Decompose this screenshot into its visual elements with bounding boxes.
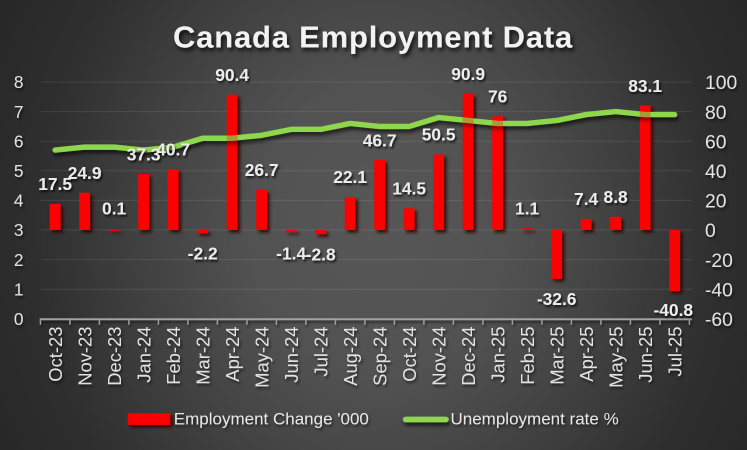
svg-text:46.7: 46.7 (363, 130, 397, 150)
svg-text:1.1: 1.1 (515, 199, 540, 219)
svg-text:Jul-25: Jul-25 (664, 327, 685, 377)
svg-text:14.5: 14.5 (392, 178, 426, 198)
svg-text:Oct-23: Oct-23 (45, 327, 66, 382)
svg-text:Dec-24: Dec-24 (458, 327, 479, 386)
svg-text:-40.8: -40.8 (653, 300, 693, 320)
svg-text:Dec-23: Dec-23 (104, 327, 125, 386)
svg-text:Jun-25: Jun-25 (635, 327, 656, 383)
svg-text:Jan-25: Jan-25 (487, 327, 508, 383)
svg-text:Jun-24: Jun-24 (281, 327, 302, 383)
svg-text:Canada Employment Data: Canada Employment Data (173, 20, 573, 55)
svg-text:-32.6: -32.6 (537, 289, 577, 309)
svg-text:7.4: 7.4 (574, 189, 599, 209)
svg-text:90.9: 90.9 (451, 64, 485, 84)
svg-text:8.8: 8.8 (604, 187, 629, 207)
svg-text:0.1: 0.1 (102, 199, 127, 219)
svg-text:0: 0 (14, 309, 24, 329)
svg-text:8: 8 (14, 72, 24, 92)
svg-text:100: 100 (705, 73, 737, 94)
svg-text:-2.8: -2.8 (306, 244, 336, 264)
svg-text:May-25: May-25 (605, 327, 626, 388)
svg-text:-1.4: -1.4 (276, 243, 306, 263)
svg-text:Jul-24: Jul-24 (310, 327, 331, 377)
svg-text:40.7: 40.7 (156, 139, 190, 159)
svg-text:Feb-25: Feb-25 (517, 327, 538, 385)
svg-text:20: 20 (705, 192, 726, 213)
svg-text:-20: -20 (705, 251, 733, 272)
svg-text:0: 0 (705, 221, 716, 242)
svg-text:Sep-24: Sep-24 (369, 327, 390, 386)
svg-text:Nov-23: Nov-23 (74, 327, 95, 386)
svg-text:22.1: 22.1 (333, 167, 367, 187)
svg-text:-60: -60 (705, 310, 733, 331)
svg-text:-2.2: -2.2 (188, 243, 218, 263)
svg-text:17.5: 17.5 (38, 174, 72, 194)
svg-text:26.7: 26.7 (245, 160, 279, 180)
svg-text:Oct-24: Oct-24 (399, 327, 420, 382)
svg-text:83.1: 83.1 (628, 76, 662, 96)
svg-text:Employment Change '000: Employment Change '000 (174, 410, 369, 429)
svg-text:Nov-24: Nov-24 (428, 327, 449, 386)
svg-text:50.5: 50.5 (422, 125, 456, 145)
svg-text:90.4: 90.4 (215, 65, 249, 85)
svg-text:76: 76 (488, 86, 508, 106)
svg-text:4: 4 (14, 191, 24, 211)
svg-text:Apr-24: Apr-24 (222, 327, 243, 382)
svg-text:37.3: 37.3 (127, 144, 161, 164)
svg-text:Mar-25: Mar-25 (546, 327, 567, 385)
svg-text:Unemployment rate %: Unemployment rate % (451, 410, 619, 429)
svg-text:May-24: May-24 (251, 327, 272, 388)
svg-text:Jan-24: Jan-24 (133, 327, 154, 383)
svg-text:Mar-24: Mar-24 (192, 327, 213, 385)
svg-text:6: 6 (14, 131, 24, 151)
svg-text:40: 40 (705, 162, 726, 183)
svg-text:Apr-25: Apr-25 (576, 327, 597, 382)
svg-text:-40: -40 (705, 280, 733, 301)
svg-text:3: 3 (14, 220, 24, 240)
svg-text:Feb-24: Feb-24 (163, 327, 184, 385)
svg-text:80: 80 (705, 103, 726, 124)
svg-text:60: 60 (705, 132, 726, 153)
svg-text:7: 7 (14, 102, 24, 122)
svg-text:24.9: 24.9 (68, 163, 102, 183)
svg-text:5: 5 (14, 161, 24, 181)
svg-text:1: 1 (14, 279, 24, 299)
svg-text:2: 2 (14, 250, 24, 270)
svg-text:Aug-24: Aug-24 (340, 327, 361, 386)
